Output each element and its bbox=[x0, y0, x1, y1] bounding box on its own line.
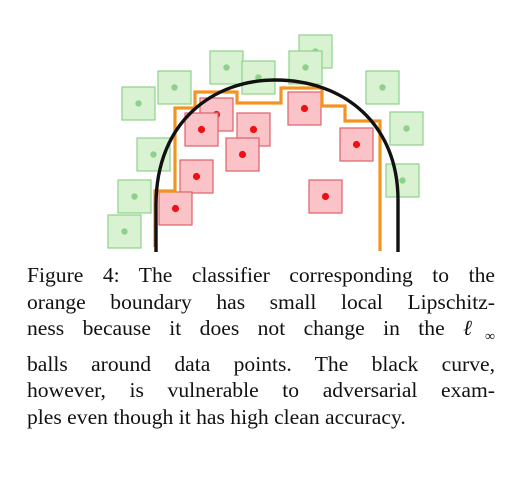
red-point bbox=[158, 191, 193, 226]
figure-caption: Figure 4: The classifier corresponding t… bbox=[27, 262, 495, 430]
ell-infinity-symbol: ℓ∞ bbox=[463, 316, 495, 345]
green-point bbox=[385, 163, 420, 198]
caption-line: however, is vulnerable to adversarial ex… bbox=[27, 378, 495, 403]
black-curve bbox=[154, 78, 400, 252]
figure-4-diagram bbox=[107, 34, 424, 252]
green-point bbox=[209, 50, 244, 85]
green-point bbox=[288, 50, 323, 85]
red-point bbox=[287, 91, 322, 126]
caption-line: ples even though it has high clean accur… bbox=[27, 404, 406, 429]
green-point bbox=[365, 70, 400, 105]
red-point bbox=[184, 112, 219, 147]
caption-line: ness because it does not change in the ℓ… bbox=[27, 316, 495, 345]
orange-boundary bbox=[153, 86, 382, 251]
green-point bbox=[107, 214, 142, 249]
figure-label: Figure 4: bbox=[27, 263, 120, 287]
red-points bbox=[158, 91, 374, 226]
red-point bbox=[339, 127, 374, 162]
green-point bbox=[121, 86, 156, 121]
red-point bbox=[179, 159, 214, 194]
green-point bbox=[117, 179, 152, 214]
green-point bbox=[241, 60, 276, 95]
red-point bbox=[225, 137, 260, 172]
caption-line: Figure 4: The classifier corresponding t… bbox=[27, 263, 495, 287]
red-point bbox=[308, 179, 343, 214]
caption-line: balls around data points. The black curv… bbox=[27, 351, 495, 376]
caption-line: orange boundary has small local Lipschit… bbox=[27, 289, 495, 314]
green-point bbox=[157, 70, 192, 105]
green-point bbox=[389, 111, 424, 146]
